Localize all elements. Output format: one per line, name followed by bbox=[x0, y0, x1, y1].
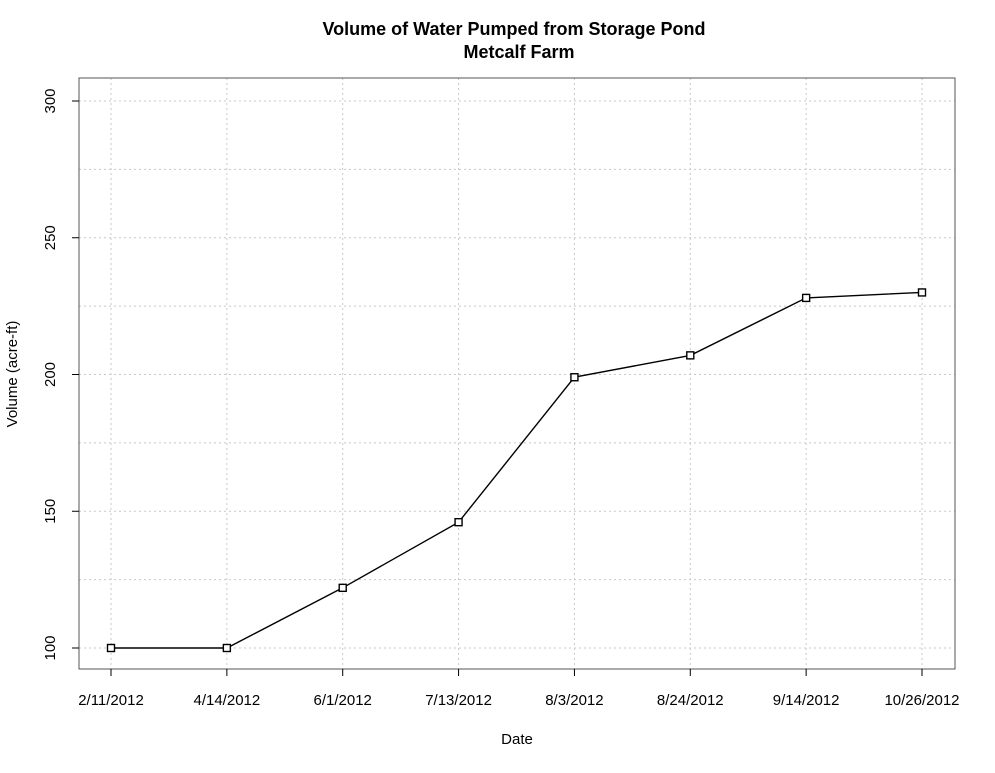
data-point-marker bbox=[570, 373, 579, 382]
x-tick-label: 10/26/2012 bbox=[884, 692, 959, 709]
x-tick-label: 7/13/2012 bbox=[425, 692, 492, 709]
data-point-marker bbox=[222, 643, 232, 653]
data-point-marker bbox=[338, 583, 347, 593]
data-point-marker bbox=[801, 293, 811, 303]
data-point-marker bbox=[454, 517, 463, 527]
y-tick-label: 300 bbox=[42, 88, 59, 113]
grid-layer bbox=[79, 78, 955, 669]
data-point-marker bbox=[917, 288, 927, 297]
chart-subtitle: Metcalf Farm bbox=[463, 42, 574, 62]
series-layer bbox=[111, 291, 923, 649]
marker-layer bbox=[106, 288, 927, 653]
x-tick-label: 8/24/2012 bbox=[657, 692, 724, 709]
x-tick-label: 8/3/2012 bbox=[545, 692, 603, 709]
series-line bbox=[111, 291, 923, 649]
y-tick-label: 200 bbox=[42, 362, 59, 387]
x-axis-label: Date bbox=[501, 731, 533, 748]
y-axis-label: Volume (acre-ft) bbox=[4, 321, 21, 428]
data-point-marker bbox=[686, 351, 695, 360]
axes-layer: 2/11/2012 4/14/2012 6/1/2012 7/13/2012 8/3/2… bbox=[42, 77, 960, 709]
x-tick-label: 4/14/2012 bbox=[193, 692, 260, 709]
chart-title: Volume of Water Pumped from Storage Pond bbox=[322, 19, 705, 39]
y-tick-label: 100 bbox=[42, 635, 59, 660]
x-tick-label: 9/14/2012 bbox=[773, 692, 840, 709]
x-tick-label: 6/1/2012 bbox=[314, 692, 372, 709]
plot-frame bbox=[78, 77, 956, 670]
x-tick-label: 2/11/2012 bbox=[78, 692, 144, 709]
data-point-marker bbox=[106, 643, 116, 653]
y-tick-label: 250 bbox=[42, 225, 59, 250]
y-tick-label: 150 bbox=[42, 499, 59, 524]
